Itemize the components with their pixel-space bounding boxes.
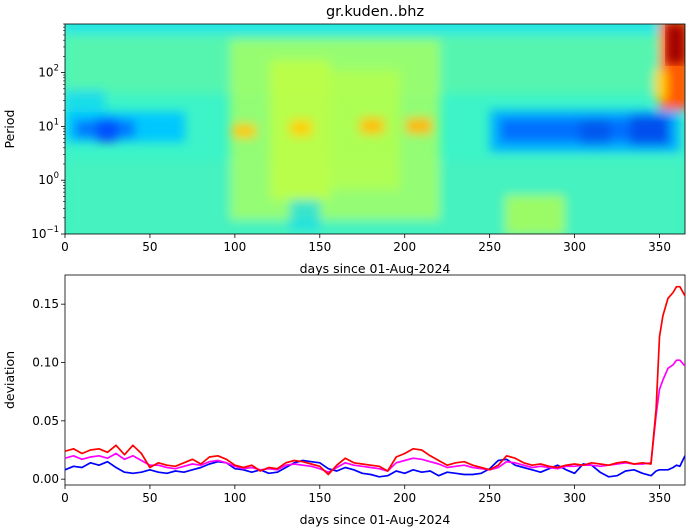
heatmap-blue-core (630, 115, 670, 145)
line-series (65, 285, 685, 478)
spectrogram-panel: gr.kuden..bhz (2, 4, 686, 276)
heatmap-area (65, 24, 685, 234)
x-tick-label: 350 (648, 491, 671, 505)
heatmap-cyan-top (65, 24, 685, 34)
x-tick-label: 300 (563, 240, 586, 254)
x-tick-label: 0 (61, 240, 69, 254)
y-tick-base: 10 (38, 173, 53, 187)
series-blue-line (65, 455, 685, 478)
y-tick-exp: 2 (54, 64, 59, 74)
x-tick-label: 300 (563, 491, 586, 505)
x-tick-label: 250 (478, 240, 501, 254)
x-tick-label: 250 (478, 491, 501, 505)
y-tick-base: 10 (38, 66, 53, 80)
x-tick-label: 50 (142, 240, 157, 254)
x-tick-label: 100 (223, 491, 246, 505)
x-tick-label: 150 (308, 491, 331, 505)
line-plot-frame (64, 274, 686, 486)
line-x-ticks: 0 50 100 150 200 250 300 350 (61, 485, 671, 505)
y-tick-label: 102 (38, 64, 59, 80)
x-tick-label: 200 (393, 240, 416, 254)
x-tick-label: 200 (393, 491, 416, 505)
heatmap-orange-spot (360, 118, 384, 134)
heatmap-x-label: days since 01-Aug-2024 (300, 261, 451, 276)
line-y-label: deviation (2, 351, 17, 409)
y-tick-label: 0.05 (32, 414, 59, 428)
heatmap-yellow-patch (505, 195, 565, 234)
y-tick-label: 0.00 (32, 472, 59, 486)
x-tick-label: 350 (648, 240, 671, 254)
heatmap-cyan-patch (290, 200, 320, 230)
y-tick-label: 10−1 (31, 225, 59, 241)
series-red-line (65, 285, 685, 476)
deviation-panel: 0 50 100 150 200 250 300 350 0.00 0.05 0.10 0.15 d… (2, 274, 686, 527)
heatmap-yellow-edge (655, 70, 667, 100)
spectrogram-title: gr.kuden..bhz (326, 4, 424, 20)
heatmap-orange-spot (232, 124, 256, 138)
x-tick-label: 0 (61, 491, 69, 505)
y-tick-exp: −1 (46, 225, 59, 235)
heatmap-blue-core (96, 118, 118, 142)
heatmap-x-ticks: 0 50 100 150 200 250 300 350 (61, 234, 671, 254)
heatmap-y-label: Period (2, 110, 17, 149)
y-tick-base: 10 (31, 227, 46, 241)
y-tick-label: 100 (38, 171, 59, 187)
y-tick-exp: 0 (54, 171, 59, 181)
heatmap-orange-spot (290, 120, 312, 136)
x-tick-label: 150 (308, 240, 331, 254)
line-x-label: days since 01-Aug-2024 (300, 512, 451, 527)
x-tick-label: 100 (223, 240, 246, 254)
y-tick-label: 0.15 (32, 297, 59, 311)
y-tick-exp: 1 (54, 117, 59, 127)
heatmap-patches (65, 24, 685, 234)
x-tick-label: 50 (142, 491, 157, 505)
heatmap-blue-core (580, 118, 610, 144)
y-tick-base: 10 (38, 119, 53, 133)
heatmap-darkred-core (666, 24, 685, 64)
heatmap-orange-spot (406, 118, 432, 134)
y-tick-label: 101 (38, 117, 59, 133)
line-y-ticks: 0.00 0.05 0.10 0.15 (32, 297, 65, 486)
y-tick-label: 0.10 (32, 356, 59, 370)
